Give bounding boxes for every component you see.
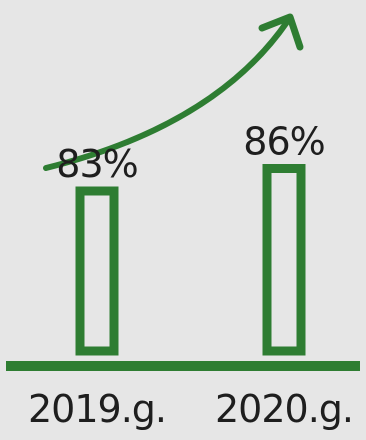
labels-layer: 83% 2019.g. 86% 2020.g. xyxy=(28,120,354,432)
x-tick-label-1: 2020.g. xyxy=(215,387,353,431)
bar-2020.g. xyxy=(262,164,306,356)
trend-arrow-icon xyxy=(43,19,290,171)
data-label-2019.g.: 83% xyxy=(56,142,137,186)
x-tick-label-0: 2019.g. xyxy=(28,387,166,431)
bars-layer xyxy=(75,164,306,356)
bar-2019.g. xyxy=(75,186,119,356)
data-label-2020.g.: 86% xyxy=(243,120,324,164)
trend-arrow-head-icon xyxy=(258,13,304,51)
